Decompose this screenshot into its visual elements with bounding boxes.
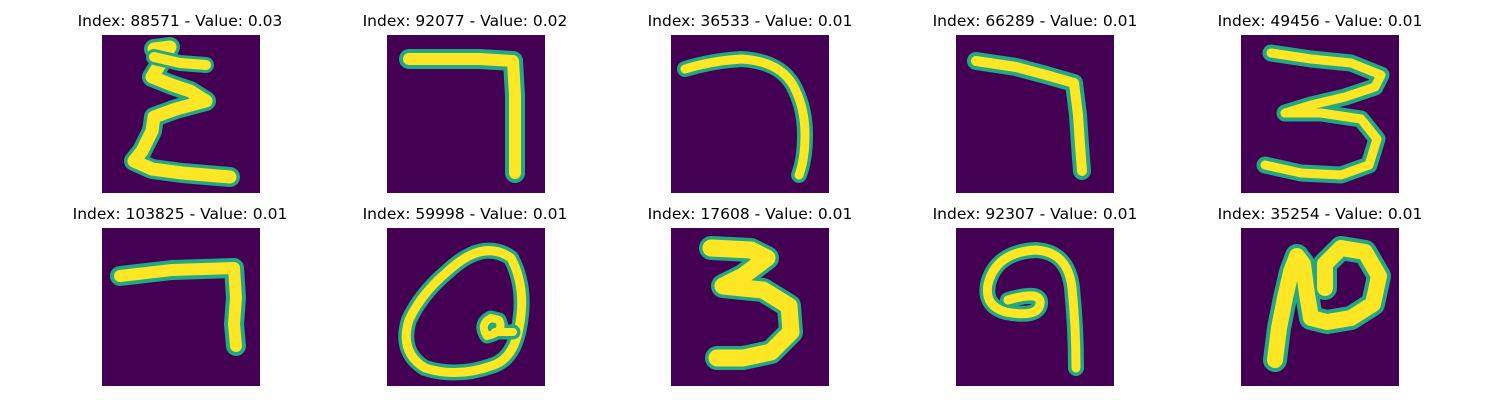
handwritten-glyph-three: [1256, 44, 1390, 184]
panel-title: Index: 59998 - Value: 0.01: [362, 205, 568, 223]
handwritten-glyph-e: [124, 37, 240, 187]
handwritten-glyph-seven: [399, 49, 525, 183]
panel-3: Index: 36533 - Value: 0.01: [600, 0, 900, 193]
digit-image: [1241, 35, 1399, 193]
handwritten-glyph-n-loop: [1263, 236, 1391, 372]
digit-image: [387, 35, 545, 193]
digit-image: [671, 35, 829, 193]
handwritten-glyph-seven: [110, 258, 246, 356]
panel-2: Index: 92077 - Value: 0.02: [315, 0, 615, 193]
panel-title: Index: 17608 - Value: 0.01: [647, 205, 853, 223]
digit-image: [956, 35, 1114, 193]
panel-title: Index: 88571 - Value: 0.03: [77, 12, 283, 30]
panel-6: Index: 103825 - Value: 0.01: [30, 193, 330, 386]
panel-title: Index: 66289 - Value: 0.01: [932, 12, 1138, 30]
panel-7: Index: 59998 - Value: 0.01: [315, 193, 615, 386]
handwritten-glyph-seven-curved: [677, 51, 813, 183]
digit-image: [671, 228, 829, 386]
panel-title: Index: 92307 - Value: 0.01: [932, 205, 1138, 223]
panel-title: Index: 36533 - Value: 0.01: [647, 12, 853, 30]
handwritten-glyph-nine: [979, 242, 1084, 376]
panel-title: Index: 35254 - Value: 0.01: [1217, 205, 1423, 223]
panel-10: Index: 35254 - Value: 0.01: [1170, 193, 1470, 386]
panel-title: Index: 49456 - Value: 0.01: [1217, 12, 1423, 30]
digit-image: [102, 228, 260, 386]
panel-4: Index: 66289 - Value: 0.01: [885, 0, 1185, 193]
digit-image: [102, 35, 260, 193]
panel-title: Index: 103825 - Value: 0.01: [72, 205, 288, 223]
panel-5: Index: 49456 - Value: 0.01: [1170, 0, 1470, 193]
handwritten-glyph-three: [699, 236, 803, 370]
panel-1: Index: 88571 - Value: 0.03: [30, 0, 330, 193]
digit-image: [1241, 228, 1399, 386]
digit-image: [387, 228, 545, 386]
panel-8: Index: 17608 - Value: 0.01: [600, 193, 900, 386]
panel-title: Index: 92077 - Value: 0.02: [362, 12, 568, 30]
digit-image: [956, 228, 1114, 386]
handwritten-glyph-loop: [398, 242, 530, 381]
handwritten-glyph-seven: [967, 52, 1091, 180]
panel-9: Index: 92307 - Value: 0.01: [885, 193, 1185, 386]
